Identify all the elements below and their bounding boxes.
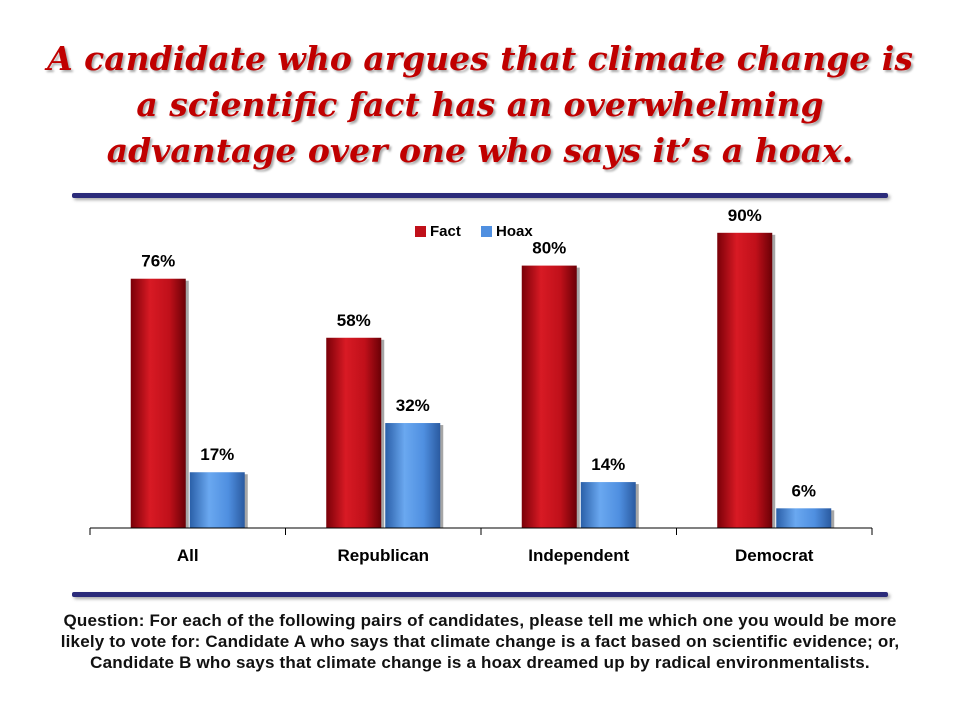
bar-hoax-all bbox=[189, 472, 245, 528]
value-label-hoax-independent: 14% bbox=[591, 455, 625, 474]
value-label-fact-republican: 58% bbox=[337, 311, 371, 330]
value-label-hoax-republican: 32% bbox=[396, 396, 430, 415]
bar-fact-independent bbox=[521, 265, 577, 528]
chart-value-labels: 76% 17% 58% 32% 80% 14% 90% 6% bbox=[141, 206, 816, 501]
category-label-democrat: Democrat bbox=[735, 546, 814, 565]
footer-divider bbox=[72, 592, 888, 597]
value-label-fact-independent: 80% bbox=[532, 239, 566, 258]
bar-fact-all bbox=[130, 278, 186, 528]
category-label-independent: Independent bbox=[528, 546, 629, 565]
survey-question: Question: For each of the following pair… bbox=[60, 611, 900, 672]
legend-swatch-hoax bbox=[481, 226, 492, 237]
bar-hoax-democrat bbox=[776, 508, 832, 528]
legend-label-fact: Fact bbox=[430, 223, 461, 240]
value-label-hoax-all: 17% bbox=[200, 445, 234, 464]
title-divider bbox=[72, 193, 888, 198]
chart-legend: Fact Hoax bbox=[415, 223, 533, 240]
value-label-fact-all: 76% bbox=[141, 252, 175, 271]
value-label-fact-democrat: 90% bbox=[728, 206, 762, 225]
bar-fact-republican bbox=[326, 337, 382, 528]
bar-hoax-republican bbox=[385, 423, 441, 528]
legend-label-hoax: Hoax bbox=[496, 223, 533, 240]
bar-chart: Fact Hoax 76% 17% 58% 32% 80% 14% 90% 6% All Repu… bbox=[89, 206, 873, 565]
chart-bars bbox=[130, 232, 835, 529]
slide-title: A candidate who argues that climate chan… bbox=[47, 39, 913, 170]
category-label-republican: Republican bbox=[337, 546, 429, 565]
category-label-all: All bbox=[177, 546, 199, 565]
legend-swatch-fact bbox=[415, 226, 426, 237]
bar-fact-democrat bbox=[717, 232, 773, 529]
bar-hoax-independent bbox=[580, 482, 636, 528]
x-axis: All Republican Independent Democrat bbox=[89, 527, 873, 565]
value-label-hoax-democrat: 6% bbox=[791, 481, 816, 500]
